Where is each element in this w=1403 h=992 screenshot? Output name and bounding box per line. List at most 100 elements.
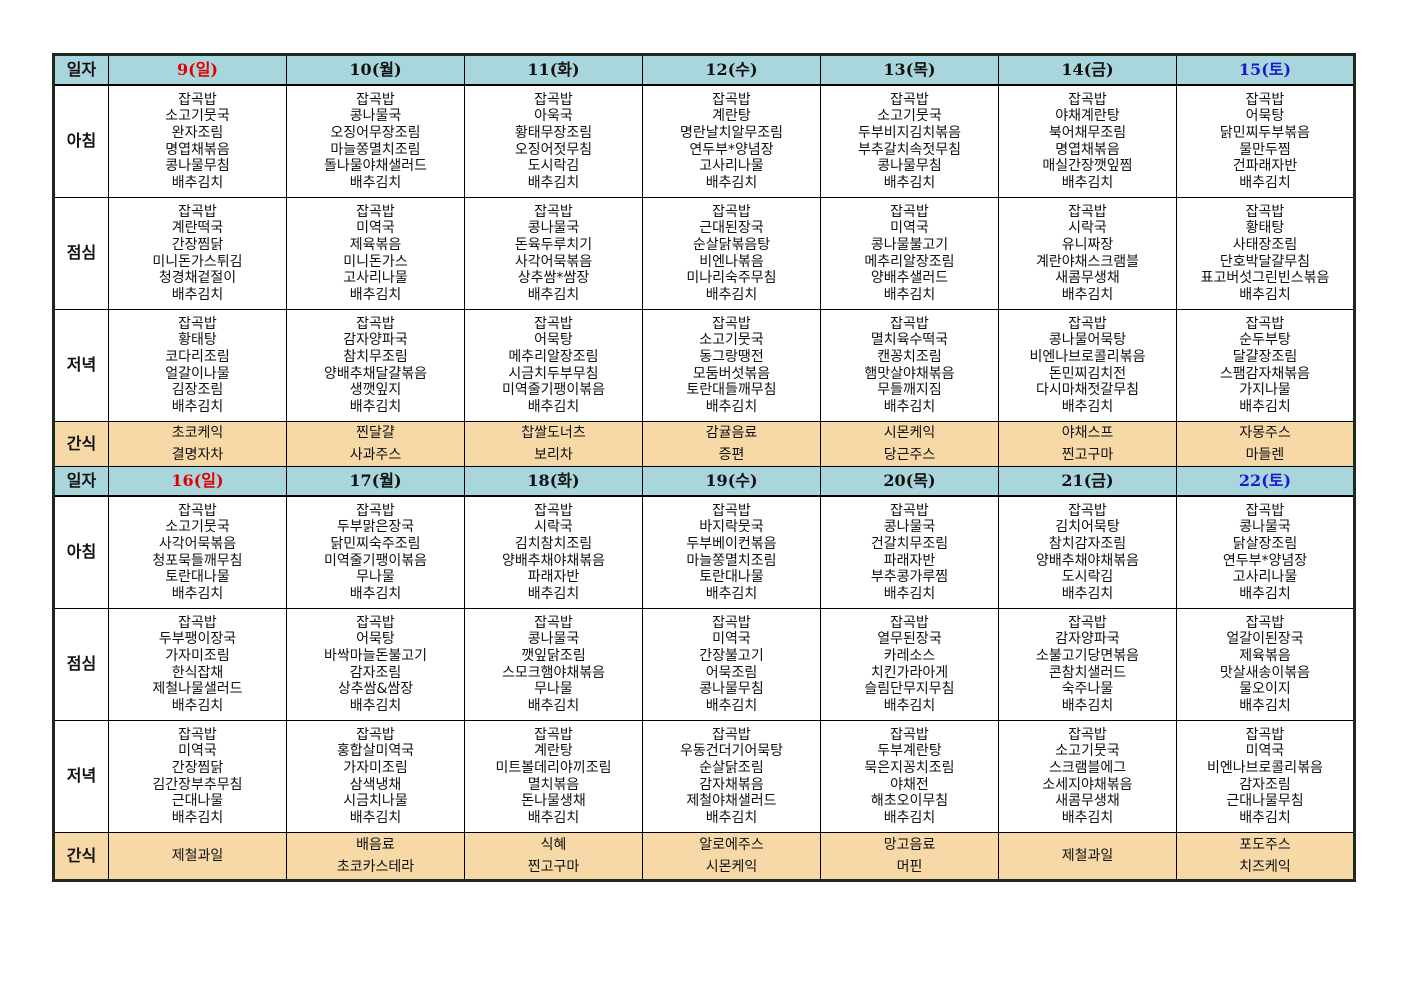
menu-item: 잡곡밥 [890,614,929,631]
menu-item: 배추김치 [1061,809,1114,826]
snack-row: 간식 제철과일 배음료 초코카스테라 식혜 찐고구마 알로에주스 시몬케익 망고음료 머핀 제철과일… [53,832,1355,881]
menu-item: 배추김치 [349,697,402,714]
menu-item: 잡곡밥 [1245,726,1285,743]
menu-item: 유니짜장 [1061,236,1114,253]
menu-item: 찐고구마 [527,859,580,875]
menu-item: 파래자반 [527,569,580,586]
menu-item: 비엔나브로콜리볶음 [1029,348,1146,365]
menu-item: 연두부*양념장 [1222,552,1308,569]
dinner-cell: 잡곡밥 소고기뭇국 동그랑땡전 모둠버섯볶음 토란대들깨무침 배추김치 [642,309,821,422]
lunch-cell: 잡곡밥 감자양파국 소불고기당면볶음 콘참치샐러드 숙주나물 배추김치 [998,608,1177,721]
breakfast-cell: 잡곡밥 아욱국 황태무장조림 오징어젓무침 도시락김 배추김치 [464,84,643,198]
menu-item: 황태탕 [178,332,217,349]
menu-item: 가자미조림 [165,647,230,664]
menu-item: 바싹마늘돈불고기 [323,647,428,664]
menu-item: 표고버섯그린빈스볶음 [1200,270,1330,287]
breakfast-cell: 잡곡밥 두부맑은장국 닭민찌숙주조림 미역줄기팽이볶음 무나물 배추김치 [286,495,465,609]
menu-item: 햄맛살야채볶음 [864,365,955,382]
menu-item: 물오이지 [1239,681,1291,698]
row-label-dinner: 저녁 [53,720,109,833]
menu-item: 캔꽁치조림 [877,348,942,365]
menu-item: 콩나물국 [527,631,580,648]
menu-item: 깻잎닭조림 [521,647,586,664]
menu-item: 콩나물국 [349,108,402,125]
menu-item: 배추김치 [705,286,758,303]
menu-item: 두부맑은장국 [336,519,415,536]
menu-item: 제철야채샐러드 [686,793,777,810]
menu-item: 야채스프 [1061,425,1114,441]
menu-item: 잡곡밥 [712,91,751,108]
menu-item: 잡곡밥 [712,726,751,743]
menu-item: 소세지야채볶음 [1042,776,1133,793]
menu-item: 건파래자반 [1232,158,1298,175]
menu-item: 명엽채볶음 [165,141,230,158]
menu-item: 명엽채볶음 [1055,141,1120,158]
breakfast-cell: 잡곡밥 소고기뭇국 완자조림 명엽채볶음 콩나물무침 배추김치 [108,84,287,198]
menu-item: 제육볶음 [1239,647,1291,664]
menu-item: 잡곡밥 [1245,91,1285,108]
menu-item: 배추김치 [171,697,224,714]
lunch-cell: 잡곡밥 콩나물국 깻잎닭조림 스모크햄야채볶음 무나물 배추김치 [464,608,643,721]
menu-item: 근대나물 [171,793,224,810]
menu-item: 배추김치 [1061,286,1114,303]
menu-item: 단호박달걀무침 [1219,253,1311,270]
menu-item: 바지락뭇국 [699,519,764,536]
menu-item: 제철과일 [1061,848,1114,864]
dinner-cell: 잡곡밥 미역국 비엔나브로콜리볶음 감자조림 근대나물무침 배추김치 [1176,720,1355,833]
menu-item: 배추김치 [883,286,936,303]
menu-item: 돈민찌김치전 [1048,365,1127,382]
breakfast-cell: 잡곡밥 어묵탕 닭민찌두부볶음 물만두찜 건파래자반 배추김치 [1176,84,1355,198]
menu-item: 배추김치 [1239,697,1291,714]
menu-item: 시몬케익 [883,425,936,441]
menu-item: 우동건더기어묵탕 [679,743,784,760]
lunch-cell: 잡곡밥 미역국 간장불고기 어묵조림 콩나물무침 배추김치 [642,608,821,721]
breakfast-cell: 잡곡밥 소고기뭇국 사각어묵볶음 청포묵들깨무침 토란대나물 배추김치 [108,495,287,609]
menu-item: 스모크햄야채볶음 [501,664,606,681]
menu-item: 해초오이무침 [870,793,949,810]
menu-item: 배추김치 [705,174,758,191]
menu-item: 배추김치 [527,697,580,714]
menu-item: 소고기뭇국 [699,332,764,349]
menu-item: 시금치나물 [343,793,408,810]
day-header: 19(수) [642,466,821,497]
menu-item: 열무된장국 [877,631,942,648]
menu-item: 어묵탕 [356,631,395,648]
date-header-row: 일자 16(일) 17(월) 18(화) 19(수) 20(목) 21(금) 22(토) [53,466,1355,497]
menu-item: 배추김치 [1061,174,1114,191]
menu-item: 치즈케익 [1239,859,1291,875]
menu-item: 배추김치 [171,174,224,191]
menu-item: 잡곡밥 [178,91,217,108]
menu-item: 카레소스 [883,647,936,664]
menu-item: 잡곡밥 [178,315,217,332]
row-label-lunch: 점심 [53,608,109,721]
menu-item: 감자채볶음 [699,776,764,793]
breakfast-cell: 잡곡밥 김치어묵탕 참치감자조림 양배추채야채볶음 도시락김 배추김치 [998,495,1177,609]
menu-item: 찐달걀 [356,425,395,441]
menu-item: 새콤무생채 [1055,270,1120,287]
menu-item: 잡곡밥 [1245,315,1285,332]
menu-item: 잡곡밥 [890,203,929,220]
dinner-cell: 잡곡밥 미역국 간장찜닭 김간장부추무침 근대나물 배추김치 [108,720,287,833]
menu-item: 잡곡밥 [712,502,751,519]
breakfast-cell: 잡곡밥 소고기뭇국 두부비지김치볶음 부추갈치속젓무침 콩나물무침 배추김치 [820,84,999,198]
menu-item: 배추김치 [527,286,580,303]
menu-item: 토란대나물 [699,569,764,586]
day-header: 15(토) [1176,54,1355,86]
menu-item: 잡곡밥 [534,91,573,108]
menu-item: 묵은지꽁치조림 [864,759,955,776]
menu-item: 무나물 [356,569,395,586]
menu-item: 잡곡밥 [356,726,395,743]
menu-item: 배추김치 [171,809,224,826]
menu-item: 홍합살미역국 [336,743,415,760]
menu-item: 소고기뭇국 [165,108,230,125]
day-header: 18(화) [464,466,643,497]
menu-item: 배추김치 [1239,174,1291,191]
menu-item: 배음료 [356,837,395,853]
menu-item: 잡곡밥 [534,203,573,220]
breakfast-cell: 잡곡밥 시락국 김치참치조림 양배추채야채볶음 파래자반 배추김치 [464,495,643,609]
menu-item: 콩나물국 [1239,519,1291,536]
menu-item: 북어채무조림 [1048,124,1127,141]
row-label-dinner: 저녁 [53,309,109,422]
lunch-cell: 잡곡밥 어묵탕 바싹마늘돈불고기 감자조림 상추쌈&쌈장 배추김치 [286,608,465,721]
snack-cell: 알로에주스 시몬케익 [642,832,821,881]
